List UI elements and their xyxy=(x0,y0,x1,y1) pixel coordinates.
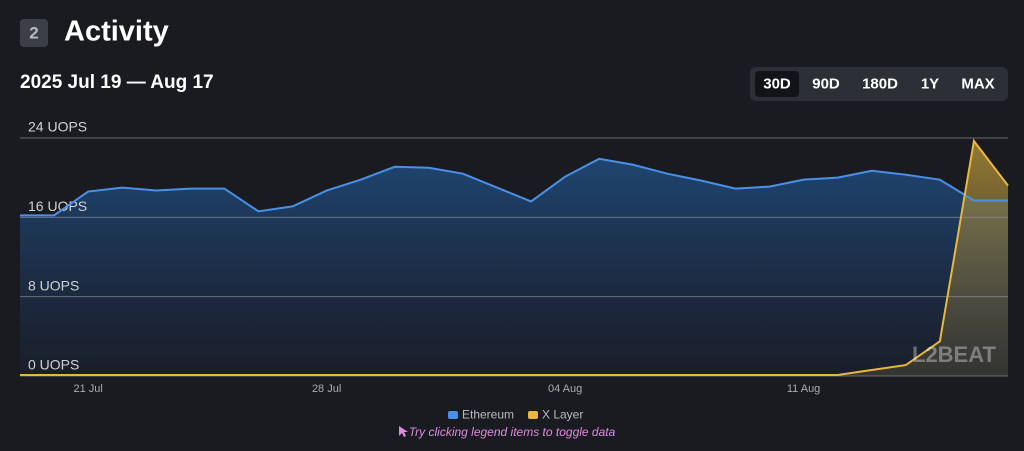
range-button[interactable]: 1Y xyxy=(921,75,939,92)
legend-label[interactable]: X Layer xyxy=(542,408,583,422)
range-button[interactable]: 90D xyxy=(812,75,840,92)
title: Activity xyxy=(64,16,169,48)
date-range: 2025 Jul 19 — Aug 17 xyxy=(20,72,214,93)
series-area xyxy=(20,158,1008,376)
y-tick-label: 8 UOPS xyxy=(28,277,79,293)
watermark: L2BEAT xyxy=(912,342,996,367)
hint: Try clicking legend items to toggle data xyxy=(409,425,616,439)
range-button[interactable]: 30D xyxy=(763,75,791,92)
x-tick-label: 21 Jul xyxy=(73,383,102,395)
range-button[interactable]: MAX xyxy=(961,75,994,92)
legend-label[interactable]: Ethereum xyxy=(462,408,514,422)
y-tick-label: 16 UOPS xyxy=(28,198,87,214)
range-selector xyxy=(750,67,1008,101)
x-tick-label: 28 Jul xyxy=(312,383,341,395)
badge xyxy=(20,19,48,47)
range-button[interactable]: 180D xyxy=(862,75,898,92)
legend-swatch[interactable] xyxy=(528,411,538,419)
x-tick-label: 04 Aug xyxy=(548,383,582,395)
legend-swatch[interactable] xyxy=(448,411,458,419)
series-line xyxy=(20,138,1009,377)
y-tick-label: 24 UOPS xyxy=(28,119,87,135)
range-button-selected xyxy=(755,71,799,97)
series-line xyxy=(20,157,1008,217)
y-tick-label: 0 UOPS xyxy=(28,357,79,373)
x-tick-label: 11 Aug xyxy=(787,383,820,395)
cursor-icon xyxy=(399,426,408,437)
badge-text: 2 xyxy=(29,23,38,42)
